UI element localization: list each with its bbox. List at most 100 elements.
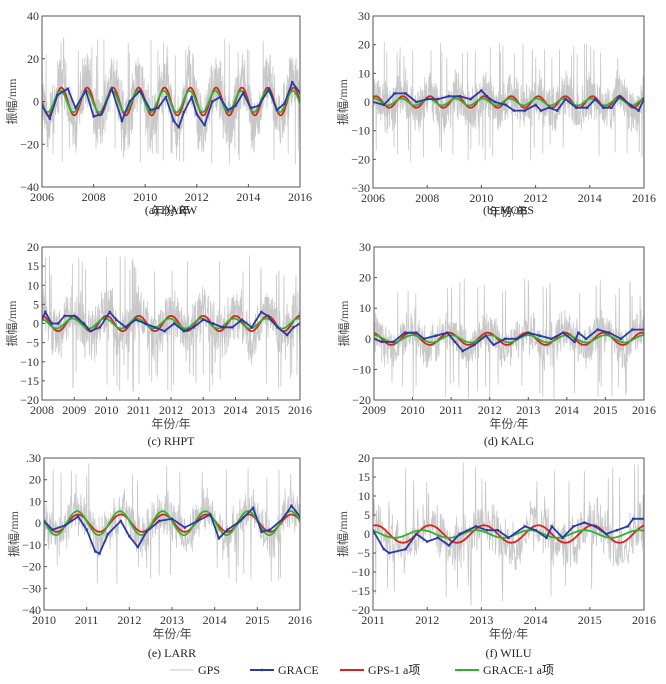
x-tick-label: 2011 xyxy=(439,403,463,417)
x-tick-label: 2006 xyxy=(30,190,54,204)
y-axis-label: 振幅/mm xyxy=(336,300,351,347)
grace-point xyxy=(42,318,44,321)
grace-point xyxy=(209,513,212,516)
x-tick-label: 2015 xyxy=(593,403,617,417)
x-tick-label: 2016 xyxy=(288,190,312,204)
grace-point xyxy=(538,334,542,337)
grace-point xyxy=(267,87,271,90)
chart-panel-e: −40 −30 −20 −10 0 10 20 .30 2010 2011 2012 2013 2014… xyxy=(6,451,312,660)
grace-point xyxy=(48,117,51,120)
grace-point xyxy=(56,322,60,325)
x-tick-label: 2009 xyxy=(62,403,86,417)
grace-point xyxy=(251,506,255,510)
plot-area xyxy=(42,255,300,393)
grace-point xyxy=(138,89,142,93)
grace-point xyxy=(461,349,464,353)
grace-point xyxy=(415,532,418,536)
grace-point xyxy=(92,115,95,118)
y-tick-label: −5 xyxy=(26,336,39,350)
grace-point xyxy=(84,89,88,93)
grace-point xyxy=(539,109,543,112)
grace-point xyxy=(195,113,198,116)
grace-point xyxy=(172,119,175,122)
y-tick-label: −20 xyxy=(352,393,371,407)
grace-point xyxy=(618,95,621,98)
grace-point xyxy=(260,530,263,534)
y-tick-label: −40 xyxy=(22,603,41,617)
y-tick-label: 10 xyxy=(29,494,41,508)
legend-marker xyxy=(260,668,264,672)
x-tick-label: 2015 xyxy=(245,613,269,627)
panel-caption: (e) LARR xyxy=(148,646,196,660)
chart-panel-f: −20 −15 −10 −5 0 5 10 15 20 2011 2012 2013 2014 2015 2… xyxy=(335,451,656,660)
x-axis-label: 年份/年 xyxy=(489,205,528,219)
y-tick-label: 15 xyxy=(358,470,370,484)
y-tick-label: −5 xyxy=(357,546,370,560)
grace-point xyxy=(134,318,137,321)
grace-point xyxy=(153,326,157,329)
legend-label: GRACE xyxy=(278,663,319,677)
grace-point xyxy=(545,536,548,539)
y-tick-label: −10 xyxy=(20,355,39,369)
grace-point xyxy=(240,318,244,321)
y-tick-label: 30 xyxy=(359,240,371,254)
grace-point xyxy=(182,110,186,114)
x-tick-label: 2013 xyxy=(160,613,184,627)
grace-point xyxy=(575,106,578,109)
x-tick-label: 2006 xyxy=(361,191,385,205)
grace-point xyxy=(110,87,113,90)
x-tick-label: 2010 xyxy=(95,403,119,417)
y-tick-label: 10 xyxy=(27,278,39,292)
grace-point xyxy=(163,329,166,333)
x-tick-label: 2014 xyxy=(524,613,548,627)
grace-point xyxy=(577,331,580,334)
x-tick-label: 2014 xyxy=(578,191,602,205)
grace-point xyxy=(192,326,195,329)
grace-point xyxy=(388,551,391,555)
grace-point xyxy=(290,504,293,507)
grace-point xyxy=(594,97,597,101)
grace-point xyxy=(211,100,214,103)
grace-point xyxy=(266,314,269,318)
grace-point xyxy=(100,113,103,116)
y-tick-label: 5 xyxy=(33,297,39,311)
x-tick-label: 2015 xyxy=(578,613,602,627)
y-axis-label: 振幅/mm xyxy=(4,78,19,125)
y-tick-label: −20 xyxy=(351,603,370,617)
x-tick-label: 2013 xyxy=(469,613,493,627)
grace-point xyxy=(268,528,272,531)
x-tick-label: 2012 xyxy=(117,613,141,627)
grace-point xyxy=(73,314,76,318)
grace-point xyxy=(226,108,229,112)
grace-point xyxy=(170,517,174,520)
panel-caption: (f) WILU xyxy=(485,646,531,660)
grace-point xyxy=(196,519,199,523)
grace-point xyxy=(281,517,285,520)
y-tick-label: −20 xyxy=(20,393,39,407)
grace-point xyxy=(523,525,526,528)
grace-point xyxy=(492,343,495,347)
series-gps xyxy=(373,41,644,162)
grace-point xyxy=(447,544,451,547)
grace-point xyxy=(89,329,92,333)
grace-point xyxy=(584,337,588,340)
grace-point xyxy=(426,97,429,101)
grace-point xyxy=(218,96,222,99)
x-tick-label: 2014 xyxy=(236,190,260,204)
grace-point xyxy=(183,526,186,529)
grace-point xyxy=(485,529,489,532)
grace-point xyxy=(44,310,47,314)
grace-point xyxy=(128,100,131,103)
grace-point xyxy=(98,552,101,555)
grace-point xyxy=(382,103,386,107)
grace-point xyxy=(211,322,215,325)
y-tick-label: 0 xyxy=(33,317,39,331)
x-tick-label: 2008 xyxy=(415,191,439,205)
y-tick-label: 10 xyxy=(359,301,371,315)
grace-point xyxy=(642,517,644,520)
y-tick-label: −10 xyxy=(352,362,371,376)
grace-point xyxy=(504,103,507,107)
grace-point xyxy=(453,340,457,344)
legend-label: GRACE-1 a项 xyxy=(483,663,554,677)
grace-point xyxy=(550,337,553,340)
